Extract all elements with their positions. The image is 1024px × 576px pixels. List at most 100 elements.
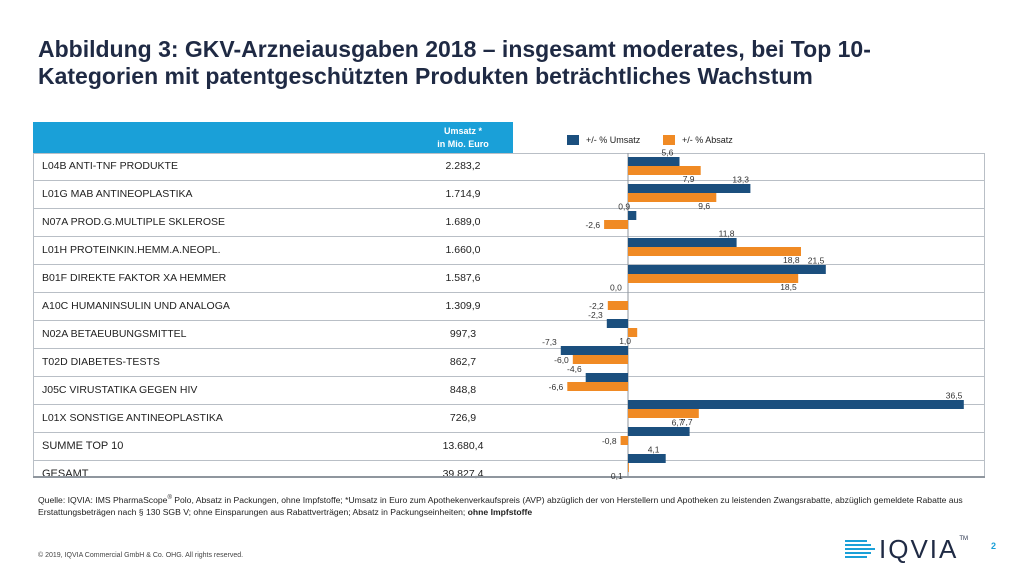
row-umsatz: 1.689,0 bbox=[445, 216, 481, 228]
umsatz-bar bbox=[628, 157, 680, 166]
row-umsatz: 997,3 bbox=[449, 328, 477, 340]
table-row: L01G MAB ANTINEOPLASTIKA 1.714,9 bbox=[33, 181, 985, 209]
table-top-border bbox=[33, 153, 985, 154]
title-line-2: Kategorien mit patentgeschützten Produkt… bbox=[38, 63, 813, 89]
absatz-value-label: -6,0 bbox=[554, 355, 569, 365]
umsatz-bar bbox=[628, 400, 964, 409]
page-title: Abbildung 3: GKV-Arzneiausgaben 2018 – i… bbox=[38, 36, 988, 90]
logo-lines-icon bbox=[845, 540, 875, 558]
umsatz-value-label: 6,7 bbox=[672, 418, 684, 428]
umsatz-bar bbox=[585, 373, 628, 382]
umsatz-value-label: -7,3 bbox=[542, 337, 557, 347]
absatz-bar bbox=[628, 328, 638, 337]
absatz-bar bbox=[628, 166, 701, 175]
legend-absatz-label: +/- % Absatz bbox=[682, 135, 733, 145]
absatz-value-label: 1,0 bbox=[619, 336, 631, 346]
absatz-bar bbox=[604, 220, 628, 229]
legend-umsatz-swatch bbox=[567, 135, 579, 145]
absatz-bar bbox=[572, 355, 628, 364]
table-row: L01H PROTEINKIN.HEMM.A.NEOPL. 1.660,0 bbox=[33, 237, 985, 265]
row-category: T02D DIABETES-TESTS bbox=[42, 356, 160, 368]
row-category: L01G MAB ANTINEOPLASTIKA bbox=[42, 188, 193, 200]
legend-absatz: +/- % Absatz bbox=[663, 135, 733, 145]
umsatz-bar bbox=[606, 319, 628, 328]
row-category: SUMME TOP 10 bbox=[42, 440, 124, 452]
absatz-value-label: -2,6 bbox=[585, 220, 600, 230]
row-category: A10C HUMANINSULIN UND ANALOGA bbox=[42, 300, 230, 312]
absatz-value-label: 0,1 bbox=[611, 471, 623, 481]
umsatz-bar bbox=[560, 346, 628, 355]
table-header-band bbox=[33, 122, 513, 153]
source-bold: ohne Impfstoffe bbox=[467, 506, 533, 517]
table-row-summe: SUMME TOP 10 13.680,4 bbox=[33, 433, 985, 461]
umsatz-value-label: 13,3 bbox=[732, 175, 749, 185]
row-category: J05C VIRUSTATIKA GEGEN HIV bbox=[42, 384, 198, 396]
row-umsatz: 848,8 bbox=[449, 384, 477, 396]
row-category: N02A BETAEUBUNGSMITTEL bbox=[42, 328, 187, 340]
umsatz-bar bbox=[628, 427, 690, 436]
row-umsatz: 13.680,4 bbox=[442, 440, 484, 452]
umsatz-bar bbox=[628, 211, 637, 220]
umsatz-bar bbox=[628, 454, 666, 463]
absatz-bar bbox=[628, 463, 629, 472]
umsatz-header-line2: in Mio. Euro bbox=[437, 139, 489, 149]
row-category: N07A PROD.G.MULTIPLE SKLEROSE bbox=[42, 216, 226, 228]
umsatz-value-label: 0,0 bbox=[610, 283, 622, 293]
absatz-bar bbox=[628, 193, 717, 202]
row-umsatz: 862,7 bbox=[449, 356, 477, 368]
umsatz-value-label: -4,6 bbox=[567, 364, 582, 374]
absatz-bar bbox=[628, 409, 699, 418]
logo-text: IQVIA bbox=[879, 534, 959, 564]
row-category: L01H PROTEINKIN.HEMM.A.NEOPL. bbox=[42, 244, 221, 256]
row-umsatz: 726,9 bbox=[449, 412, 477, 424]
row-umsatz: 1.660,0 bbox=[445, 244, 481, 256]
table-row: J05C VIRUSTATIKA GEGEN HIV 848,8 bbox=[33, 377, 985, 405]
iqvia-logo: IQVIA TM bbox=[845, 536, 968, 562]
row-umsatz: 1.309,9 bbox=[445, 300, 481, 312]
title-line-1: Abbildung 3: GKV-Arzneiausgaben 2018 – i… bbox=[38, 36, 871, 62]
source-main: Polo, Absatz in Packungen, ohne Impfstof… bbox=[38, 494, 963, 517]
umsatz-bar bbox=[628, 265, 826, 274]
absatz-value-label: -2,2 bbox=[589, 301, 604, 311]
logo-tm: TM bbox=[959, 536, 969, 542]
legend-umsatz: +/- % Umsatz bbox=[567, 135, 640, 145]
umsatz-value-label: 36,5 bbox=[946, 391, 963, 401]
umsatz-column-header: Umsatz * in Mio. Euro bbox=[415, 125, 511, 151]
table-row: A10C HUMANINSULIN UND ANALOGA 1.309,9 bbox=[33, 293, 985, 321]
table-right-border bbox=[984, 153, 985, 477]
table-row: N07A PROD.G.MULTIPLE SKLEROSE 1.689,0 bbox=[33, 209, 985, 237]
source-prefix: Quelle: IQVIA: IMS PharmaScope bbox=[38, 494, 168, 505]
umsatz-bar bbox=[628, 238, 737, 247]
absatz-bar bbox=[620, 436, 628, 445]
umsatz-value-label: 0,9 bbox=[618, 202, 630, 212]
umsatz-value-label: -2,3 bbox=[588, 310, 603, 320]
table-row: L04B ANTI-TNF PRODUKTE 2.283,2 bbox=[33, 153, 985, 181]
umsatz-value-label: 21,5 bbox=[808, 256, 825, 266]
umsatz-header-line1: Umsatz * bbox=[443, 126, 482, 136]
page-number: 2 bbox=[991, 541, 997, 551]
row-umsatz: 1.714,9 bbox=[445, 188, 481, 200]
legend-absatz-swatch bbox=[663, 135, 675, 145]
absatz-bar bbox=[567, 382, 628, 391]
table-left-border bbox=[33, 153, 34, 477]
table-row: B01F DIREKTE FAKTOR XA HEMMER 1.587,6 bbox=[33, 265, 985, 293]
row-umsatz: 1.587,6 bbox=[445, 272, 481, 284]
copyright: © 2019, IQVIA Commercial GmbH & Co. OHG.… bbox=[38, 552, 244, 559]
absatz-bar bbox=[628, 247, 801, 256]
table-row: L01X SONSTIGE ANTINEOPLASTIKA 726,9 bbox=[33, 405, 985, 433]
data-table: L04B ANTI-TNF PRODUKTE 2.283,2 L01G MAB … bbox=[33, 153, 985, 488]
absatz-bar bbox=[628, 274, 799, 283]
absatz-bar bbox=[607, 301, 628, 310]
source-footnote: Quelle: IQVIA: IMS PharmaScope® Polo, Ab… bbox=[38, 492, 988, 518]
table-bottom-border bbox=[33, 476, 985, 478]
absatz-value-label: 7,7 bbox=[681, 417, 693, 427]
registered-mark: ® bbox=[167, 495, 172, 501]
legend-umsatz-label: +/- % Umsatz bbox=[586, 135, 641, 145]
table-row: T02D DIABETES-TESTS 862,7 bbox=[33, 349, 985, 377]
absatz-value-label: 18,8 bbox=[783, 255, 800, 265]
absatz-value-label: -0,8 bbox=[602, 436, 617, 446]
umsatz-value-label: 4,1 bbox=[648, 445, 660, 455]
absatz-value-label: 9,6 bbox=[698, 201, 710, 211]
row-category: L01X SONSTIGE ANTINEOPLASTIKA bbox=[42, 412, 223, 424]
row-umsatz: 2.283,2 bbox=[445, 160, 481, 172]
